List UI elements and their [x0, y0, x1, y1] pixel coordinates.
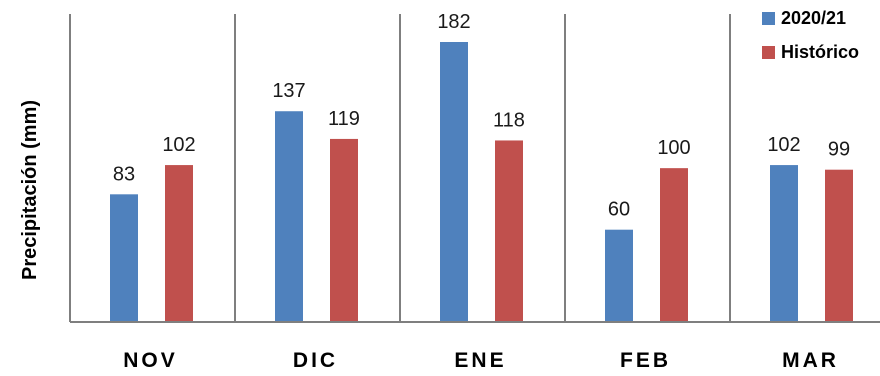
data-label: 99: [828, 139, 850, 161]
data-label: 102: [162, 134, 195, 156]
category-labels-group: NOV DIC ENE FEB MAR: [123, 349, 839, 372]
bars-group: [110, 42, 853, 322]
data-label: 100: [657, 137, 690, 159]
category-label-feb: FEB: [620, 349, 671, 372]
category-label-mar: MAR: [782, 349, 839, 372]
bar-feb-series-1: [605, 229, 633, 322]
bar-ene-series-1: [440, 42, 468, 322]
category-label-dic: DIC: [293, 349, 338, 372]
bar-nov-series-1: [110, 194, 138, 322]
legend-swatch-1: [762, 12, 775, 25]
legend-swatch-2: [762, 46, 775, 59]
data-label: 102: [767, 134, 800, 156]
data-label: 118: [493, 109, 525, 131]
category-label-nov: NOV: [123, 349, 178, 372]
category-label-ene: ENE: [454, 349, 506, 372]
data-label: 182: [437, 11, 470, 33]
bar-dic-series-1: [275, 111, 303, 322]
bar-mar-series-1: [770, 165, 798, 322]
bar-feb-series-2: [660, 168, 688, 322]
data-label: 119: [328, 108, 360, 130]
y-axis-label: Precipitación (mm): [19, 100, 41, 280]
data-label: 137: [272, 80, 305, 102]
bar-nov-series-2: [165, 165, 193, 322]
data-labels-group: 83 102 137 119 182 118 60 100 102 99: [113, 11, 850, 221]
data-label: 60: [608, 199, 630, 221]
data-label: 83: [113, 163, 135, 185]
bar-mar-series-2: [825, 169, 853, 322]
legend-label-2: Histórico: [781, 42, 859, 62]
legend-label-1: 2020/21: [781, 8, 846, 28]
category-separators: [69, 14, 731, 322]
bar-dic-series-2: [330, 138, 358, 322]
legend: 2020/21 Histórico: [762, 8, 859, 62]
bar-ene-series-2: [495, 140, 523, 322]
